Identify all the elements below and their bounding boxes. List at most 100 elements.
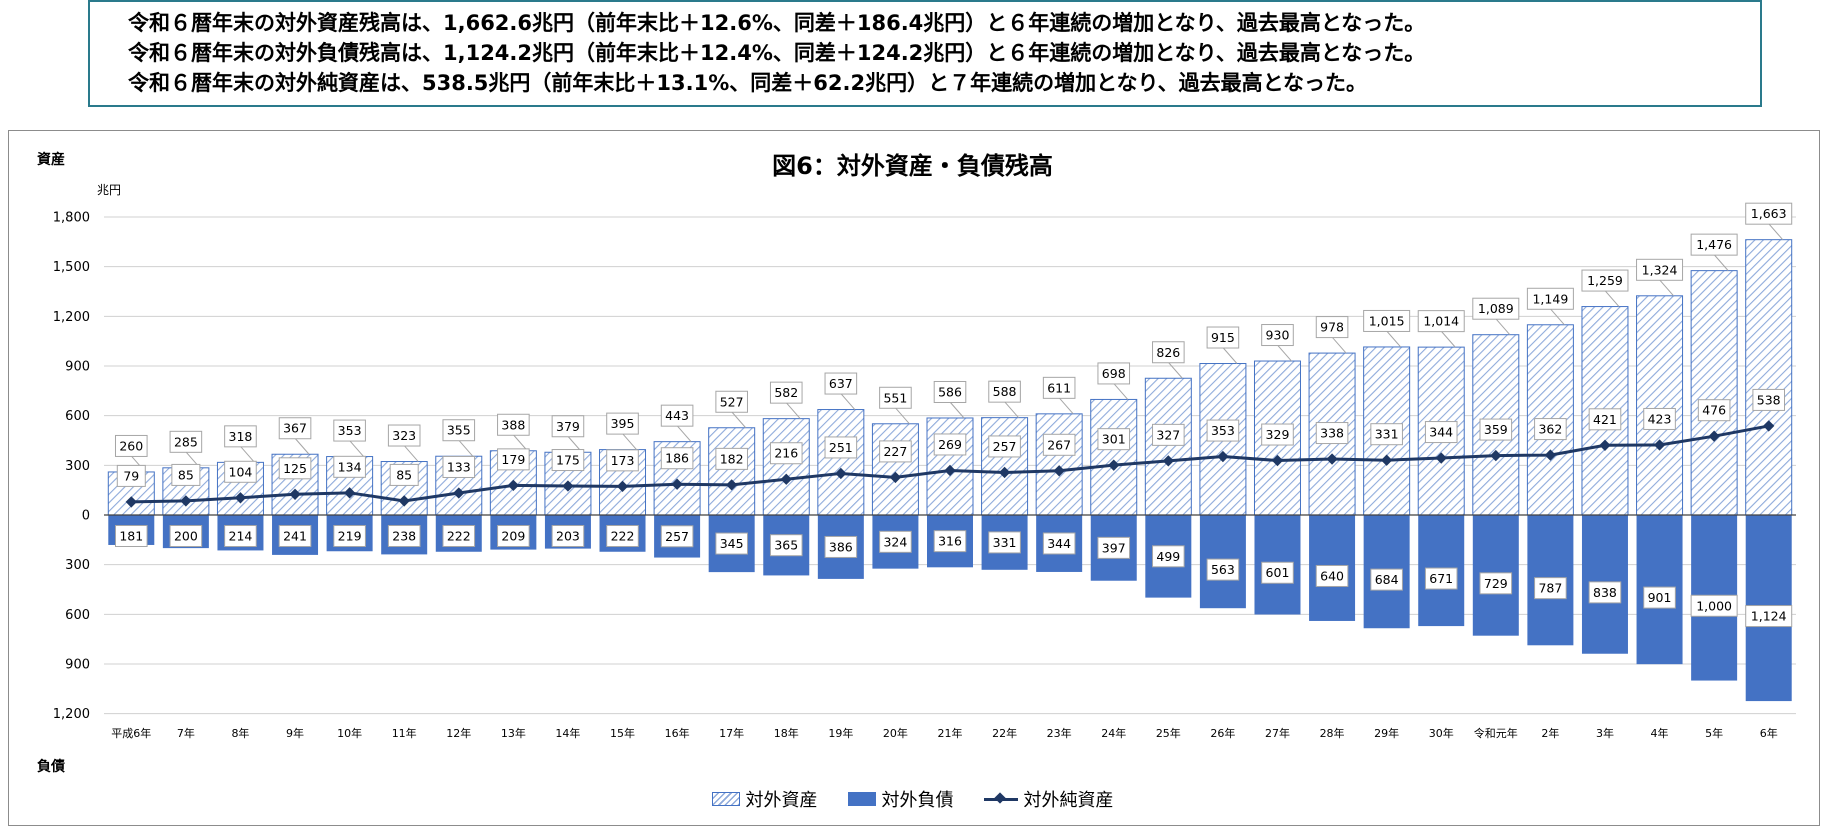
liability-data-label: 365 <box>769 534 803 557</box>
asset-data-label-box <box>333 419 366 442</box>
x-tick-label: 14年 <box>555 726 580 740</box>
net-assets-data-label: 359 <box>1479 418 1513 441</box>
net-assets-data-label-text: 216 <box>774 446 798 461</box>
net-assets-point <box>1108 459 1120 471</box>
asset-label-leader <box>1604 290 1620 307</box>
asset-bar <box>981 417 1029 516</box>
asset-data-label-text: 551 <box>883 390 907 405</box>
liability-data-label-text: 181 <box>119 529 143 544</box>
x-tick-label: 28年 <box>1320 726 1345 740</box>
net-assets-data-label-text: 173 <box>611 453 635 468</box>
asset-data-label-text: 260 <box>119 438 143 453</box>
liability-data-label: 238 <box>387 525 421 547</box>
asset-data-label-box <box>387 424 421 447</box>
net-assets-data-label-text: 329 <box>1266 427 1290 442</box>
net-assets-data-label-box <box>116 464 146 487</box>
x-tick-label: 25年 <box>1156 726 1181 740</box>
asset-bar <box>1144 377 1192 516</box>
net-assets-point <box>835 467 847 480</box>
net-assets-data-label-text: 331 <box>1375 427 1399 442</box>
asset-label-leader <box>731 411 747 429</box>
net-assets-data-label-box <box>1534 418 1567 441</box>
x-tick-label: 12年 <box>446 726 471 740</box>
y-unit-label: 兆円 <box>97 183 122 197</box>
liability-data-label-box <box>715 532 748 555</box>
net-assets-data-label-text: 344 <box>1429 425 1453 440</box>
net-assets-point <box>1653 439 1666 451</box>
liability-data-label-box <box>1152 545 1185 568</box>
net-assets-point <box>889 471 902 484</box>
net-assets-point <box>398 495 410 507</box>
net-assets-data-label-box <box>1752 388 1786 411</box>
asset-data-label: 1,015 <box>1363 309 1411 332</box>
summary-line-liabilities: 令和６暦年末の対外負債残高は、1,124.2兆円（前年末比＋12.4%、同差＋1… <box>128 41 1426 65</box>
asset-data-label-text: 915 <box>1211 330 1235 345</box>
asset-data-label-text: 611 <box>1047 380 1071 395</box>
net-assets-data-label-text: 79 <box>123 468 139 483</box>
asset-label-leader <box>1386 330 1402 348</box>
asset-data-label-box <box>1745 202 1793 225</box>
asset-label-leader <box>622 433 637 450</box>
net-assets-data-label: 133 <box>442 455 476 478</box>
asset-data-label-text: 1,089 <box>1478 301 1514 316</box>
net-assets-point <box>180 495 192 507</box>
asset-data-label-box <box>1581 269 1629 292</box>
liability-data-label-box <box>769 534 803 557</box>
liability-data-label: 729 <box>1479 572 1513 595</box>
asset-bar <box>817 409 865 516</box>
x-tick-label: 23年 <box>1047 726 1072 740</box>
liability-data-label: 499 <box>1152 545 1185 568</box>
net-assets-data-label: 186 <box>660 447 694 470</box>
asset-data-label-box <box>497 413 530 436</box>
net-assets-data-label-text: 104 <box>229 464 253 479</box>
asset-data-label-text: 353 <box>338 423 362 438</box>
asset-data-label-text: 355 <box>447 423 471 438</box>
net-assets-point <box>1544 449 1557 461</box>
legend-label-net-assets: 対外純資産 <box>1023 790 1114 811</box>
asset-data-label-box <box>169 430 203 453</box>
asset-label-leader <box>895 407 910 425</box>
liability-data-label-text: 1,124 <box>1751 609 1787 624</box>
legend-item-assets: 対外資産 <box>711 786 818 812</box>
liability-data-label: 563 <box>1206 558 1240 581</box>
x-tick-label: 令和元年 <box>1474 726 1518 740</box>
liability-data-label-text: 214 <box>229 529 253 544</box>
net-assets-point <box>1217 450 1229 463</box>
liability-data-label-box <box>497 525 530 547</box>
asset-label-leader <box>403 445 419 462</box>
asset-data-label: 379 <box>551 415 585 438</box>
liability-data-label-text: 563 <box>1211 562 1235 577</box>
legend-label-assets: 対外資産 <box>745 790 818 811</box>
liability-data-label-text: 601 <box>1266 565 1290 580</box>
liability-data-label: 324 <box>879 530 912 553</box>
asset-bar <box>1035 413 1083 516</box>
net-assets-point <box>616 480 629 493</box>
liability-data-label: 787 <box>1534 577 1567 600</box>
asset-data-label-text: 318 <box>229 429 253 444</box>
net-assets-data-label-text: 134 <box>338 459 362 474</box>
asset-label-leader <box>1768 223 1784 241</box>
asset-data-label-text: 698 <box>1102 366 1126 381</box>
asset-data-label-box <box>551 415 585 438</box>
asset-data-label-text: 367 <box>283 421 307 436</box>
liability-data-label-box <box>1261 561 1294 584</box>
net-assets-data-label: 344 <box>1424 421 1458 444</box>
net-assets-point <box>562 480 574 492</box>
net-assets-data-label-box <box>879 440 912 463</box>
liability-data-label-text: 684 <box>1375 572 1399 587</box>
net-assets-data-label-text: 353 <box>1211 423 1235 438</box>
asset-data-label: 1,089 <box>1472 297 1520 320</box>
asset-data-label-text: 826 <box>1156 345 1180 360</box>
liability-data-label-text: 324 <box>883 534 907 549</box>
x-tick-label: 18年 <box>774 726 799 740</box>
net-assets-data-label-text: 227 <box>883 444 907 459</box>
net-assets-point <box>1271 454 1284 467</box>
net-assets-data-label-box <box>1097 428 1131 451</box>
asset-label-leader <box>349 440 364 457</box>
net-assets-data-label-text: 267 <box>1047 437 1071 452</box>
liability-data-label-text: 838 <box>1593 585 1617 600</box>
liability-data-label-text: 316 <box>938 534 962 549</box>
asset-data-label-box <box>1636 258 1684 281</box>
asset-data-label-box <box>988 380 1021 403</box>
asset-data-label: 588 <box>988 380 1021 403</box>
